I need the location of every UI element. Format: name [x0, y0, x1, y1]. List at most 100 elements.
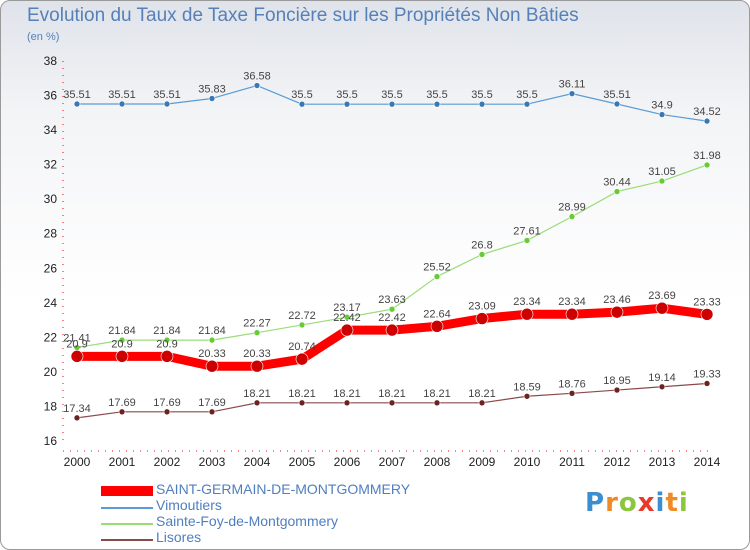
- data-label: 22.64: [423, 308, 451, 320]
- data-label: 23.09: [468, 301, 496, 313]
- logo-letter-o: o: [618, 488, 638, 518]
- data-point: [115, 350, 129, 363]
- data-point: [388, 100, 396, 108]
- data-point: [160, 350, 174, 363]
- legend-label-lisores: Lisores: [156, 529, 202, 545]
- data-point: [385, 323, 399, 337]
- data-point: [253, 82, 261, 89]
- data-point: [700, 308, 714, 321]
- data-point: [565, 307, 579, 321]
- data-label: 18.21: [423, 388, 451, 400]
- logo-letter-r: r: [605, 488, 619, 518]
- data-label: 36.11: [559, 79, 586, 91]
- data-label: 35.5: [471, 89, 492, 101]
- x-tick-label: 2000: [64, 455, 91, 469]
- data-label: 17.69: [198, 397, 226, 409]
- data-label: 18.21: [288, 388, 316, 400]
- y-tick-label: 18: [44, 399, 58, 413]
- data-label: 28.99: [558, 202, 586, 214]
- data-point: [118, 336, 126, 344]
- data-label: 21.84: [198, 325, 226, 337]
- y-tick-label: 28: [44, 227, 58, 241]
- chart-unit-label: (en %): [27, 31, 60, 43]
- data-point: [523, 237, 531, 244]
- y-tick-label: 38: [44, 54, 58, 68]
- data-point: [208, 336, 216, 344]
- data-label: 23.34: [558, 296, 586, 308]
- x-tick-label: 2002: [154, 455, 181, 469]
- data-point: [253, 399, 261, 407]
- data-point: [520, 307, 534, 321]
- data-label: 23.46: [603, 294, 631, 306]
- y-tick-label: 22: [44, 330, 58, 344]
- data-point: [298, 321, 306, 329]
- data-point: [703, 117, 711, 125]
- data-label: 35.83: [198, 83, 226, 95]
- data-label: 17.34: [63, 403, 91, 415]
- data-point: [253, 329, 261, 337]
- data-point: [118, 408, 126, 416]
- data-point: [478, 399, 486, 407]
- data-label: 23.69: [648, 290, 676, 302]
- data-point: [568, 390, 576, 397]
- data-label: 35.5: [336, 89, 357, 101]
- x-tick-label: 2003: [199, 455, 226, 469]
- logo-letter-t: t: [665, 488, 679, 518]
- data-label: 18.21: [468, 388, 496, 400]
- data-point: [658, 177, 666, 185]
- data-point: [388, 305, 396, 313]
- data-point: [613, 188, 621, 195]
- data-label: 22.27: [243, 318, 271, 330]
- x-tick-label: 2014: [694, 455, 721, 469]
- data-label: 35.5: [516, 89, 537, 101]
- data-label: 35.5: [426, 89, 447, 101]
- data-point: [568, 90, 576, 97]
- data-point: [655, 301, 669, 315]
- data-point: [298, 100, 306, 108]
- data-point: [610, 305, 624, 319]
- x-tick-label: 2009: [469, 455, 496, 469]
- data-point: [475, 312, 489, 325]
- data-label: 35.51: [603, 89, 631, 101]
- data-label: 23.34: [513, 296, 541, 308]
- data-label: 35.5: [291, 89, 312, 101]
- y-tick-label: 16: [44, 434, 58, 448]
- x-tick-label: 2010: [514, 455, 541, 469]
- data-point: [433, 273, 441, 280]
- data-label: 34.9: [651, 100, 672, 112]
- y-tick-label: 30: [44, 192, 58, 206]
- legend-swatch-sainte-foy: [101, 523, 153, 525]
- data-point: [250, 359, 264, 373]
- logo-letter-p: P: [585, 488, 606, 518]
- data-label: 20.33: [198, 348, 226, 360]
- data-point: [703, 161, 711, 169]
- data-label: 22.72: [288, 310, 316, 322]
- data-label: 23.33: [693, 296, 721, 308]
- legend-label-saint-germain: SAINT-GERMAIN-DE-MONTGOMMERY: [156, 481, 411, 497]
- data-label: 34.52: [693, 106, 721, 118]
- data-point: [658, 111, 666, 118]
- data-label: 17.69: [108, 397, 136, 409]
- data-label: 18.95: [603, 375, 631, 387]
- data-label: 18.59: [513, 381, 541, 393]
- data-point: [340, 323, 354, 337]
- data-point: [613, 100, 621, 108]
- data-point: [118, 100, 126, 108]
- data-point: [433, 399, 441, 407]
- data-label: 20.9: [111, 338, 132, 350]
- y-tick-label: 20: [44, 365, 58, 379]
- data-point: [163, 408, 171, 416]
- y-tick-label: 32: [44, 158, 58, 172]
- data-point: [208, 95, 216, 102]
- data-label: 19.14: [648, 372, 676, 384]
- proxiti-logo: Proxiti: [585, 488, 689, 518]
- legend-swatch-vimoutiers: [101, 507, 153, 509]
- data-label: 17.69: [153, 397, 181, 409]
- data-point: [163, 100, 171, 108]
- data-label: 20.33: [243, 348, 271, 360]
- chart-title: Evolution du Taux de Taxe Foncière sur l…: [27, 5, 579, 26]
- x-tick-label: 2012: [604, 455, 631, 469]
- data-point: [343, 399, 351, 407]
